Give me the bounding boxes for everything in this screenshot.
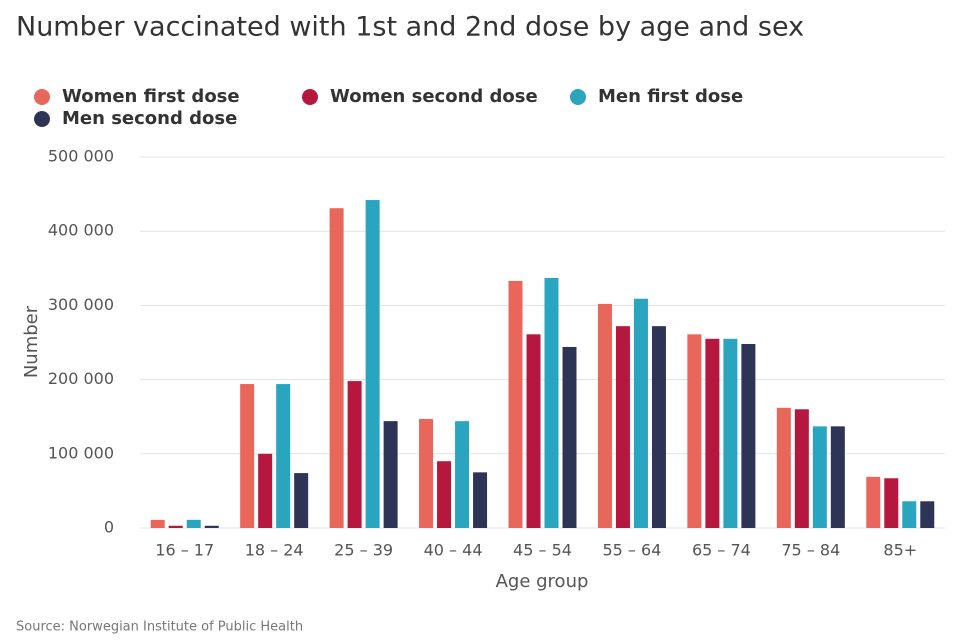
bar — [455, 421, 470, 528]
bar — [365, 200, 380, 528]
x-tick-label: 45 – 54 — [513, 541, 572, 560]
bar — [186, 519, 201, 528]
x-axis-title: Age group — [496, 571, 589, 592]
x-tick-label: 18 – 24 — [245, 541, 304, 560]
legend-label: Men first dose — [598, 86, 743, 107]
legend-marker — [34, 111, 50, 127]
bar — [723, 338, 738, 528]
bar — [866, 476, 881, 528]
legend-marker — [34, 89, 50, 105]
y-tick-label: 0 — [104, 518, 114, 537]
x-tick-label: 75 – 84 — [781, 541, 840, 560]
bar — [633, 298, 648, 528]
bar — [383, 421, 398, 528]
y-tick-label: 500 000 — [48, 147, 114, 166]
bar — [884, 478, 899, 528]
legend-marker — [302, 89, 318, 105]
y-tick-label: 100 000 — [48, 443, 114, 462]
source: Source: Norwegian Institute of Public He… — [16, 620, 303, 635]
x-tick-label: 85+ — [883, 541, 917, 560]
bar — [473, 472, 488, 528]
bar — [687, 334, 702, 528]
x-tick-label: 16 – 17 — [155, 541, 214, 560]
bar — [258, 453, 273, 528]
bar — [615, 326, 630, 528]
bar — [812, 426, 827, 528]
legend-label: Women first dose — [62, 86, 240, 107]
bar — [776, 407, 791, 528]
bar — [562, 346, 577, 528]
bar — [419, 418, 434, 528]
x-tick-label: 40 – 44 — [424, 541, 483, 560]
bar — [240, 384, 255, 528]
bar — [276, 384, 291, 528]
bar — [597, 303, 612, 528]
bar — [508, 280, 523, 528]
y-tick-label: 200 000 — [48, 369, 114, 388]
bar — [705, 338, 720, 528]
legend-marker — [570, 89, 586, 105]
x-tick-label: 55 – 64 — [602, 541, 661, 560]
legend-label: Men second dose — [62, 108, 237, 129]
x-tick-label: 25 – 39 — [334, 541, 393, 560]
bar — [329, 208, 344, 528]
x-tick-label: 65 – 74 — [692, 541, 751, 560]
bar — [902, 501, 917, 528]
chart-title: Number vaccinated with 1st and 2nd dose … — [16, 12, 804, 43]
y-axis-title: Number — [21, 305, 42, 378]
bar — [150, 519, 165, 528]
bar — [294, 473, 309, 528]
bar — [526, 334, 541, 528]
bar — [544, 277, 559, 528]
bar — [920, 501, 935, 528]
bar — [204, 525, 219, 528]
legend-label: Women second dose — [330, 86, 538, 107]
bar — [651, 326, 666, 528]
y-tick-label: 400 000 — [48, 221, 114, 240]
bar — [741, 343, 756, 528]
bar — [347, 381, 362, 528]
bar — [830, 426, 845, 528]
bar — [794, 409, 809, 528]
bar — [168, 525, 183, 528]
y-tick-label: 300 000 — [48, 295, 114, 314]
bar — [437, 461, 452, 528]
